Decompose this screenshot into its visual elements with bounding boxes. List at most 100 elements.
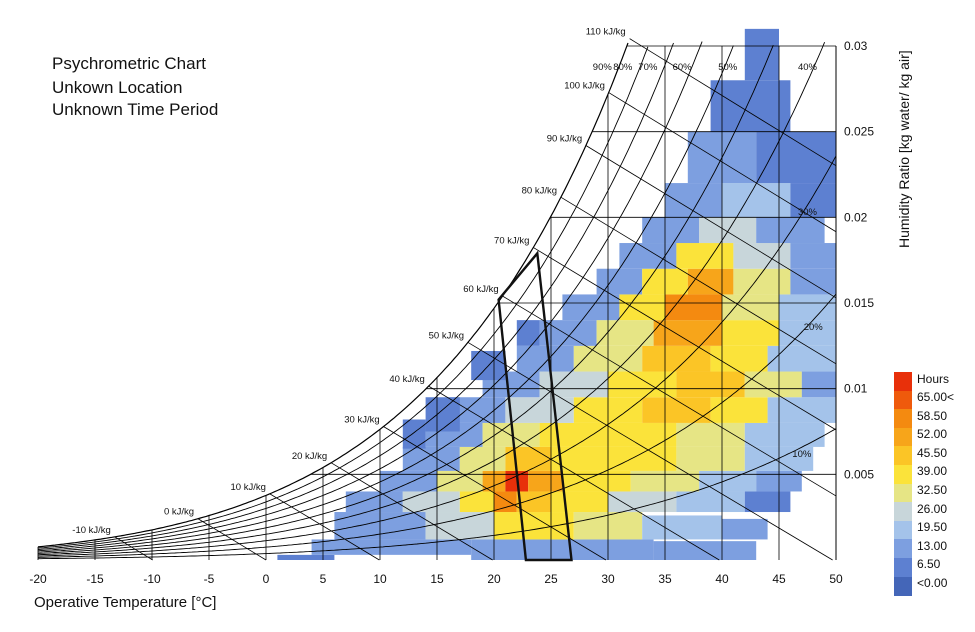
legend-label: <0.00 [917, 576, 948, 590]
enthalpy-line [585, 145, 837, 299]
rh-label: 50% [718, 62, 738, 73]
heatmap-cell [790, 183, 836, 218]
y-tick-label: 0.02 [844, 210, 868, 224]
chart-title: Psychrometric Chart [52, 54, 206, 73]
legend-label: 52.00 [917, 427, 948, 442]
enthalpy-label: 20 kJ/kg [292, 451, 327, 462]
heatmap-cell [710, 80, 791, 132]
heatmap-cell [642, 345, 711, 372]
heatmap-cell [402, 419, 426, 449]
heatmap-cell [676, 422, 745, 447]
heatmap-cell [277, 554, 335, 560]
heatmap-cell [619, 243, 677, 269]
heatmap-cell [744, 422, 825, 447]
chart-subtitle-period: Unknown Time Period [52, 100, 219, 119]
heatmap-cell [767, 397, 836, 423]
heatmap-cell [722, 294, 779, 321]
enthalpy-label: 100 kJ/kg [564, 81, 605, 92]
enthalpy-line [114, 536, 153, 561]
y-tick-label: 0.03 [844, 39, 868, 53]
y-axis-label: Humidity Ratio [kg water/ kg air] [896, 50, 912, 248]
y-tick-label: 0.025 [844, 125, 874, 139]
x-tick-label: -5 [204, 572, 215, 586]
curve-labels: -10 kJ/kg 0 kJ/kg 10 kJ/kg 20 kJ/kg 30 kJ/kg… [72, 27, 823, 536]
tick-labels: -20 -15 -10 -5 0 5 10 15 20 25 30 35 40 45 50 0.005 0.01… [29, 39, 874, 586]
heatmap-cell [722, 320, 779, 346]
legend-label: 19.50 [917, 520, 948, 535]
enthalpy-label: 0 kJ/kg [164, 507, 194, 518]
heatmap-cell [528, 470, 563, 492]
heatmap-cells [277, 28, 836, 560]
heatmap-cell [744, 491, 791, 513]
enthalpy-line [502, 295, 837, 497]
heatmap-cell [722, 183, 791, 218]
x-tick-label: -10 [143, 572, 161, 586]
heatmap-cell [710, 397, 768, 423]
rh-label: 10% [792, 449, 812, 460]
chart-curves [37, 38, 837, 561]
x-tick-label: -15 [86, 572, 104, 586]
heatmap-cell [790, 243, 836, 269]
legend-swatch [894, 502, 912, 522]
rh-label: 40% [798, 62, 818, 73]
heatmap-cell [437, 470, 483, 492]
rh-label: 20% [804, 322, 824, 333]
heatmap-cell [767, 345, 836, 372]
legend-swatch [894, 539, 912, 559]
legend-label: 65.00< [917, 390, 955, 404]
legend-label: 13.00 [917, 538, 948, 553]
enthalpy-label: 70 kJ/kg [494, 236, 529, 247]
heatmap-cell [801, 371, 836, 398]
rh-curve [37, 155, 837, 557]
enthalpy-label: 40 kJ/kg [389, 374, 424, 385]
heatmap-cell [482, 422, 540, 447]
enthalpy-line [197, 518, 267, 561]
x-axis-label: Operative Temperature [°C] [34, 594, 217, 611]
rh-label: 30% [798, 207, 818, 218]
chart-subtitle-location: Unkown Location [52, 78, 183, 97]
heatmap-cell [516, 345, 574, 372]
heatmap-cell [596, 320, 654, 346]
x-tick-label: 50 [829, 572, 843, 586]
legend-swatch [894, 465, 912, 484]
heatmap-cell [665, 294, 722, 321]
heatmap-cell [608, 491, 677, 513]
x-tick-label: 10 [373, 572, 387, 586]
heatmap-cell [459, 491, 494, 513]
enthalpy-line [533, 247, 837, 431]
x-tick-label: 15 [430, 572, 444, 586]
enthalpy-label: 50 kJ/kg [429, 330, 464, 341]
enthalpy-label: 60 kJ/kg [463, 284, 498, 295]
heatmap-cell [710, 345, 768, 372]
legend-label: 58.50 [917, 408, 948, 423]
heatmap-cell [790, 268, 836, 295]
legend-swatch [894, 446, 912, 466]
enthalpy-label: 10 kJ/kg [230, 482, 265, 493]
heatmap-cell [380, 470, 437, 492]
legend-label: 32.50 [917, 483, 948, 497]
heatmap-cell [608, 446, 677, 471]
legend-swatch [894, 427, 912, 447]
enthalpy-line [331, 462, 493, 561]
heatmap-cell [756, 217, 825, 244]
heatmap-cell [676, 491, 745, 513]
heatmap-cell [779, 320, 836, 346]
comfort-polygon [497, 250, 573, 562]
y-tick-label: 0.01 [844, 382, 868, 396]
enthalpy-line [467, 342, 833, 561]
enthalpy-label: 80 kJ/kg [522, 185, 557, 196]
x-tick-label: 30 [601, 572, 615, 586]
heatmap-cell [676, 243, 734, 269]
legend-swatch [894, 520, 912, 540]
heatmap-cell [551, 491, 608, 513]
legend-swatch [894, 483, 912, 503]
legend-swatch [894, 390, 912, 410]
rh-label: 70% [638, 62, 658, 73]
heatmap-cell [722, 518, 768, 540]
x-tick-label: 20 [487, 572, 501, 586]
heatmap-cell [516, 491, 551, 513]
enthalpy-label: 110 kJ/kg [586, 27, 626, 38]
heatmap-cell [551, 446, 608, 471]
heatmap-cell [642, 515, 722, 540]
legend-swatch [894, 409, 912, 429]
